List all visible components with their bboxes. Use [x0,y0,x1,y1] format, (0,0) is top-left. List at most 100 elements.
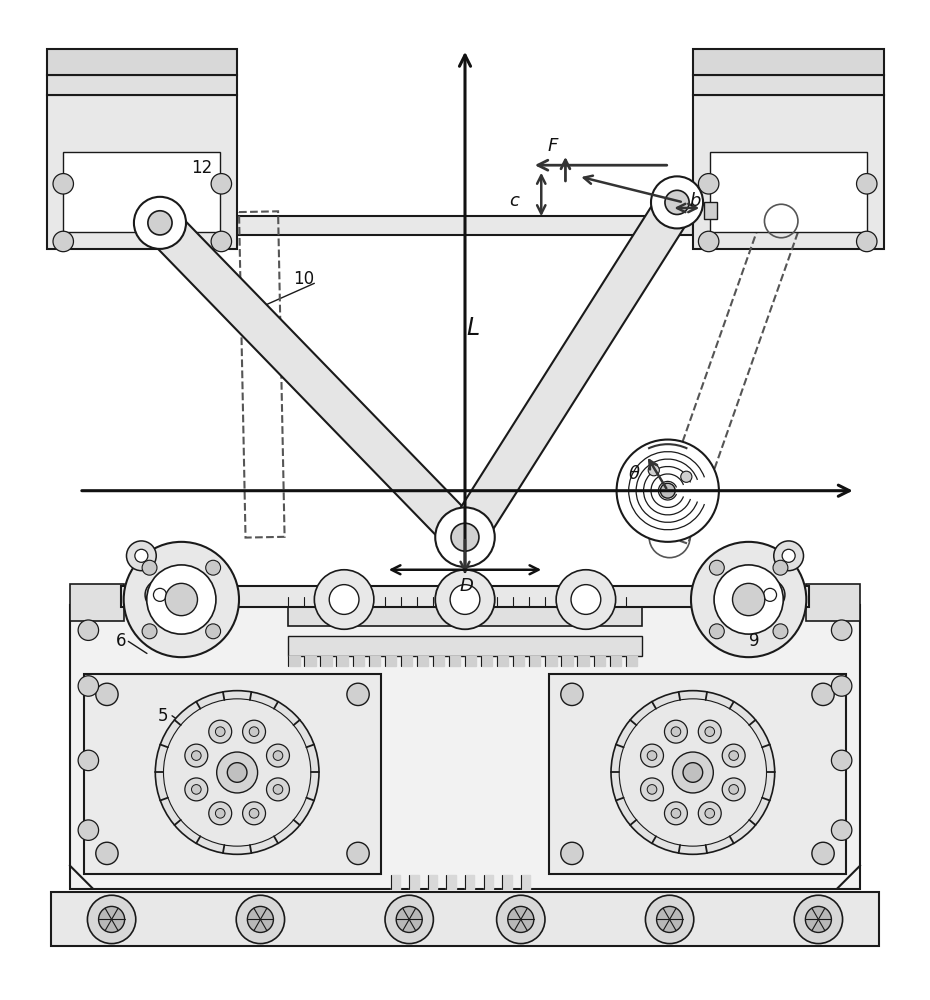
Circle shape [435,570,495,629]
Circle shape [698,802,722,825]
Bar [288,606,642,626]
Polygon shape [321,597,332,606]
Polygon shape [446,875,456,889]
Circle shape [672,752,713,793]
Polygon shape [448,192,694,548]
Bar [46,95,237,249]
Circle shape [617,440,719,542]
Circle shape [611,691,775,854]
Polygon shape [578,597,589,606]
Bar [806,584,860,621]
Text: $\mathbf{\mathit{L}}$: $\mathbf{\mathit{L}}$ [466,316,479,340]
Bar [46,49,237,75]
Circle shape [723,778,745,801]
Circle shape [755,580,785,610]
Polygon shape [529,597,540,606]
Circle shape [774,541,804,571]
Circle shape [805,906,831,932]
Polygon shape [432,656,445,666]
Polygon shape [484,875,493,889]
Circle shape [733,583,764,616]
Circle shape [647,751,657,760]
Circle shape [645,895,694,944]
Bar [84,674,381,874]
Circle shape [142,560,157,575]
Polygon shape [337,597,348,606]
Circle shape [651,176,703,228]
Circle shape [665,190,689,214]
Circle shape [773,624,788,639]
Circle shape [216,727,225,736]
Circle shape [681,471,692,482]
Polygon shape [545,597,556,606]
Circle shape [206,560,220,575]
Circle shape [698,720,722,743]
Polygon shape [593,656,604,666]
Circle shape [78,620,99,640]
Polygon shape [391,875,400,889]
Circle shape [53,174,73,194]
Polygon shape [545,656,556,666]
Circle shape [249,809,259,818]
Circle shape [135,549,148,562]
Circle shape [78,820,99,840]
Circle shape [794,895,843,944]
Circle shape [619,699,766,846]
Circle shape [671,727,681,736]
Circle shape [273,785,283,794]
Bar [121,586,809,607]
Circle shape [831,820,852,840]
Text: 5: 5 [158,707,168,725]
Polygon shape [432,597,445,606]
Polygon shape [498,656,509,666]
Text: 10: 10 [293,270,314,288]
Polygon shape [593,597,604,606]
Polygon shape [529,656,540,666]
Polygon shape [385,597,396,606]
Circle shape [211,174,232,194]
Circle shape [729,751,738,760]
Circle shape [857,231,877,252]
Circle shape [148,211,172,235]
Polygon shape [521,875,530,889]
Circle shape [96,842,118,865]
Bar [70,605,860,889]
Polygon shape [337,656,348,666]
Circle shape [134,197,186,249]
Circle shape [385,895,433,944]
Circle shape [641,778,663,801]
Circle shape [396,906,422,932]
Polygon shape [513,597,525,606]
Circle shape [647,785,657,794]
Circle shape [698,174,719,194]
Circle shape [691,542,806,657]
Polygon shape [288,597,299,606]
Circle shape [347,683,369,706]
Circle shape [812,683,834,706]
Circle shape [87,895,136,944]
Circle shape [831,620,852,640]
Bar [693,75,884,95]
Circle shape [556,570,616,629]
Polygon shape [578,656,589,666]
Polygon shape [609,656,621,666]
Circle shape [145,580,175,610]
Circle shape [53,231,73,252]
Circle shape [641,744,663,767]
Circle shape [153,588,166,601]
Polygon shape [513,656,525,666]
Polygon shape [449,597,460,606]
Circle shape [773,560,788,575]
Circle shape [497,895,545,944]
Circle shape [227,763,247,782]
Circle shape [216,809,225,818]
Circle shape [329,585,359,614]
Bar [710,152,867,232]
Polygon shape [409,875,418,889]
Circle shape [185,744,207,767]
Circle shape [166,583,197,616]
Circle shape [729,785,738,794]
Circle shape [96,683,118,706]
Polygon shape [562,597,573,606]
Circle shape [857,174,877,194]
